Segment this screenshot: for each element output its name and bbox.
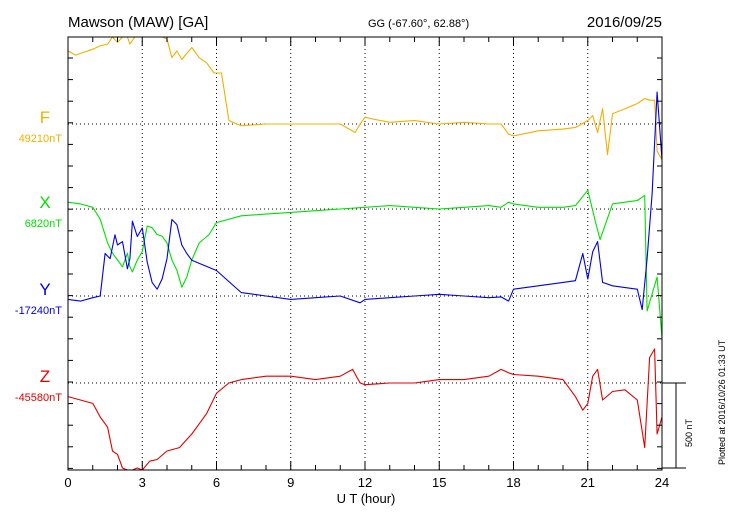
component-labels: F 49210nT X 6820nT Y -17240nT Z -45580nT xyxy=(15,108,62,404)
x-axis-title: U T (hour) xyxy=(337,491,396,506)
grid-lines xyxy=(68,37,662,470)
scale-bar: 500 nT xyxy=(662,382,694,469)
x-axis-ticks: 0 3 6 9 12 15 18 21 24 xyxy=(64,37,669,490)
component-label-Z: Z xyxy=(40,367,50,386)
coordinates-label: GG (-67.60°, 62.88°) xyxy=(368,18,469,30)
x-tick-label: 15 xyxy=(432,475,446,490)
series-line-Y xyxy=(67,91,663,311)
plotted-timestamp: Plotted at 2016/10/26 01:33 UT xyxy=(717,339,727,465)
series-line-X xyxy=(67,189,663,339)
station-title: Mawson (MAW) [GA] xyxy=(68,14,208,31)
x-tick-label: 0 xyxy=(64,475,71,490)
x-tick-label: 3 xyxy=(139,475,146,490)
baseline-value-X: 6820nT xyxy=(25,218,63,230)
component-label-X: X xyxy=(39,193,50,212)
x-tick-label: 24 xyxy=(655,475,669,490)
baseline-value-Z: -45580nT xyxy=(15,392,62,404)
series-line-F xyxy=(67,36,663,160)
baseline-value-Y: -17240nT xyxy=(15,305,62,317)
x-tick-label: 9 xyxy=(287,475,294,490)
component-label-Y: Y xyxy=(39,280,50,299)
date-label: 2016/09/25 xyxy=(587,14,662,31)
x-tick-label: 18 xyxy=(506,475,520,490)
x-tick-label: 6 xyxy=(213,475,220,490)
baseline-value-F: 49210nT xyxy=(19,133,63,145)
scale-bar-label: 500 nT xyxy=(684,418,694,447)
x-tick-label: 12 xyxy=(358,475,372,490)
component-label-F: F xyxy=(40,108,50,127)
x-tick-label: 21 xyxy=(581,475,595,490)
